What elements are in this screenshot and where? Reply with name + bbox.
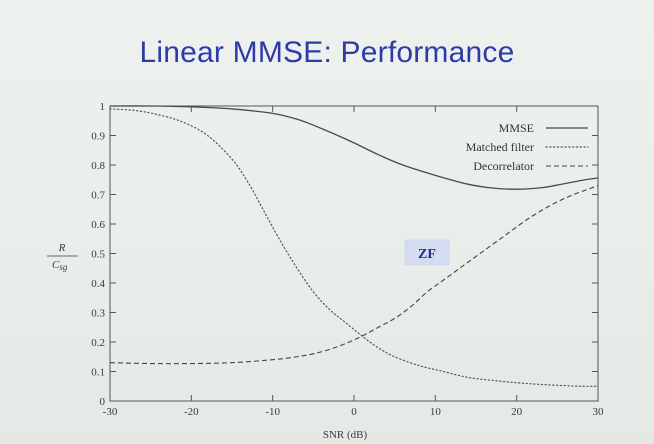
x-tick-label-5: 20 <box>511 406 523 418</box>
y-tick-label-8: 0.8 <box>91 160 105 172</box>
y-tick-label-4: 0.4 <box>91 278 105 290</box>
axis-ticks: -30 -20 -10 0 10 20 30 0 0.1 0.2 0.3 0.4 0.5 0.6 0.7 0.… <box>91 101 604 418</box>
y-tick-label-6: 0.6 <box>91 219 105 231</box>
series-line-mmse <box>109 105 599 190</box>
y-tick-label-0: 0 <box>100 396 106 408</box>
x-tick-label-6: 30 <box>593 406 605 418</box>
y-tick-label-1: 0.1 <box>91 367 105 379</box>
slide-title: Linear MMSE: Performance <box>139 36 515 69</box>
x-tick-label-3: 0 <box>351 406 357 418</box>
legend: MMSE Matched filter Decorrelator <box>466 121 589 173</box>
zf-annotation-box <box>404 239 450 266</box>
y-tick-label-9: 0.9 <box>91 131 105 143</box>
x-tick-label-2: -10 <box>265 406 280 418</box>
legend-label-decorrelator: Decorrelator <box>473 159 534 173</box>
y-tick-label-5: 0.5 <box>91 249 105 261</box>
x-tick-label-4: 10 <box>430 406 442 418</box>
curves <box>109 105 599 387</box>
series-line-decorrelator <box>109 185 599 365</box>
series-line-matched-filter <box>109 108 599 387</box>
y-tick-label-2: 0.2 <box>91 337 105 349</box>
y-axis-label: R Csg <box>47 242 78 272</box>
y-tick-label-3: 0.3 <box>91 308 105 320</box>
x-tick-label-0: -30 <box>103 406 118 418</box>
legend-label-matched-filter: Matched filter <box>466 140 534 154</box>
legend-label-mmse: MMSE <box>499 121 534 135</box>
zf-annotation-text: ZF <box>418 247 436 262</box>
y-axis-label-denominator: Csg <box>52 259 68 272</box>
y-axis-label-den-sub: sg <box>59 262 68 272</box>
y-axis-label-numerator: R <box>58 242 66 254</box>
x-tick-label-1: -20 <box>184 406 199 418</box>
x-axis-label: SNR (dB) <box>323 429 368 441</box>
y-tick-label-7: 0.7 <box>91 190 105 202</box>
y-axis-label-den-main: C <box>52 259 60 271</box>
y-tick-label-10: 1 <box>100 101 106 113</box>
zf-annotation: ZF <box>404 239 450 266</box>
